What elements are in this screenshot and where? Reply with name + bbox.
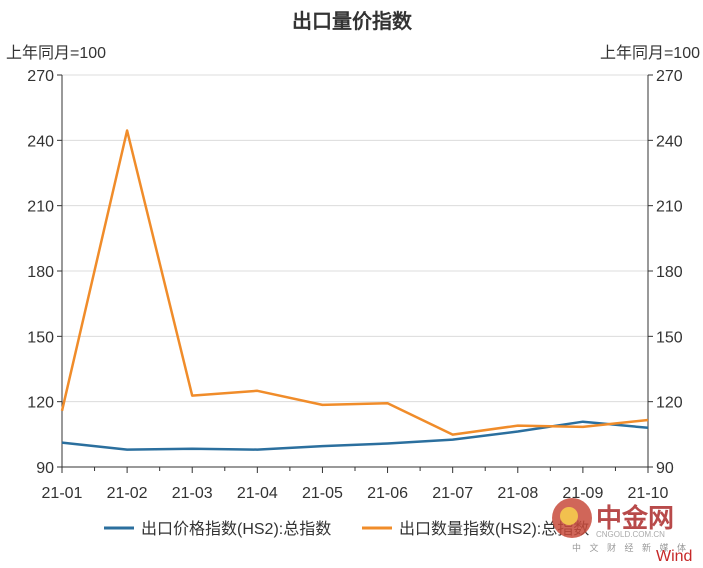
gridlines xyxy=(62,74,648,403)
x-tick-label: 21-09 xyxy=(562,485,603,502)
watermark-logo-inner xyxy=(560,507,578,525)
left-y-tick-label: 120 xyxy=(27,395,54,412)
x-tick-label: 21-04 xyxy=(237,485,278,502)
left-axis-unit: 上年同月=100 xyxy=(6,44,106,62)
right-y-tick-label: 150 xyxy=(656,329,683,346)
x-tick-label: 21-01 xyxy=(42,485,83,502)
right-y-ticks: 90 120 150 180 210 240 270 xyxy=(648,68,683,477)
legend-label-2: 出口数量指数(HS2):总指数 xyxy=(399,520,589,538)
right-axis-unit: 上年同月=100 xyxy=(600,44,700,62)
left-y-tick-label: 150 xyxy=(27,329,54,346)
left-y-tick-label: 210 xyxy=(27,199,54,216)
series-lines xyxy=(60,129,649,451)
left-y-tick-label: 270 xyxy=(27,68,54,85)
legend-label-1: 出口价格指数(HS2):总指数 xyxy=(141,520,331,538)
chart-title: 出口量价指数 xyxy=(292,9,413,33)
left-y-tick-label: 240 xyxy=(27,133,54,150)
legend: 出口价格指数(HS2):总指数 出口数量指数(HS2):总指数 xyxy=(104,520,589,538)
left-y-ticks: 90 120 150 180 210 240 270 xyxy=(27,68,62,477)
x-tick-label: 21-03 xyxy=(172,485,213,502)
right-y-tick-label: 90 xyxy=(656,460,674,477)
series-line-2 xyxy=(60,129,649,436)
left-y-tick-label: 180 xyxy=(27,264,54,281)
x-tick-label: 21-08 xyxy=(497,485,538,502)
right-y-tick-label: 240 xyxy=(656,133,683,150)
right-y-tick-label: 180 xyxy=(656,264,683,281)
right-y-tick-label: 210 xyxy=(656,199,683,216)
source-label: Wind xyxy=(656,548,692,565)
watermark-site: CNGOLD.COM.CN xyxy=(596,530,665,539)
watermark-logo-text: 中金网 xyxy=(596,503,674,533)
right-y-tick-label: 270 xyxy=(656,68,683,85)
right-y-tick-label: 120 xyxy=(656,395,683,412)
x-tick-label: 21-07 xyxy=(432,485,473,502)
x-tick-label: 21-06 xyxy=(367,485,408,502)
watermark-tagline: 中 文 财 经 新 媒 体 xyxy=(572,542,689,553)
x-tick-label: 21-10 xyxy=(628,485,669,502)
watermark: 中金网 CNGOLD.COM.CN 中 文 财 经 新 媒 体 Wind xyxy=(552,498,692,565)
x-ticks: 21-01 21-02 21-03 21-04 21-05 21-06 21-07 21-08… xyxy=(42,467,669,502)
x-tick-label: 21-02 xyxy=(107,485,148,502)
left-y-tick-label: 90 xyxy=(36,460,54,477)
x-tick-label: 21-05 xyxy=(302,485,343,502)
